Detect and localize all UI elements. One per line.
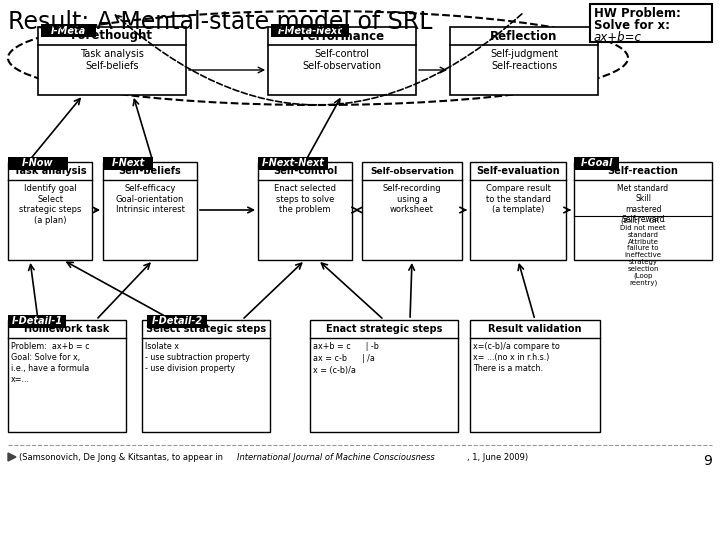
Text: Select strategic steps: Select strategic steps [146, 324, 266, 334]
Text: I-Next-Next: I-Next-Next [261, 159, 325, 168]
FancyBboxPatch shape [258, 157, 328, 170]
Text: Homework task: Homework task [24, 324, 109, 334]
Text: Met standard
Skill
mastered
Self-reward: Met standard Skill mastered Self-reward [618, 184, 669, 224]
Text: Task analysis
Self-beliefs: Task analysis Self-beliefs [80, 49, 144, 71]
Text: I-Detail-2: I-Detail-2 [151, 316, 202, 327]
Text: Result validation: Result validation [488, 324, 582, 334]
FancyBboxPatch shape [574, 162, 712, 260]
Text: Enact selected
steps to solve
the problem: Enact selected steps to solve the proble… [274, 184, 336, 214]
Text: Isolate x
- use subtraction property
- use division property: Isolate x - use subtraction property - u… [145, 342, 250, 373]
Text: Self-evaluation: Self-evaluation [476, 166, 560, 176]
Text: x=(c-b)/a compare to
x= ...(no x in r.h.s.)
There is a match.: x=(c-b)/a compare to x= ...(no x in r.h.… [473, 342, 560, 373]
FancyBboxPatch shape [142, 320, 270, 432]
FancyBboxPatch shape [147, 315, 207, 328]
FancyBboxPatch shape [103, 162, 197, 260]
Text: Problem:  ax+b = c
Goal: Solve for x,
i.e., have a formula
x=...: Problem: ax+b = c Goal: Solve for x, i.e… [11, 342, 89, 384]
FancyBboxPatch shape [103, 157, 153, 170]
FancyBboxPatch shape [574, 157, 619, 170]
FancyBboxPatch shape [310, 320, 458, 432]
Text: Self-reaction: Self-reaction [608, 166, 678, 176]
FancyBboxPatch shape [268, 27, 416, 95]
FancyBboxPatch shape [470, 320, 600, 432]
Text: Identify goal
Select
strategic steps
(a plan): Identify goal Select strategic steps (a … [19, 184, 81, 225]
Text: (Samsonovich, De Jong & Kitsantas, to appear in: (Samsonovich, De Jong & Kitsantas, to ap… [19, 453, 225, 462]
Text: Compare result
to the standard
(a template): Compare result to the standard (a templa… [485, 184, 550, 214]
Text: Self-efficacy
Goal-orientation
Intrinsic interest: Self-efficacy Goal-orientation Intrinsic… [116, 184, 184, 214]
Text: Self-recording
using a
worksheet: Self-recording using a worksheet [383, 184, 441, 214]
Text: Enact strategic steps: Enact strategic steps [326, 324, 442, 334]
FancyBboxPatch shape [271, 24, 349, 37]
FancyBboxPatch shape [362, 162, 462, 260]
Text: I-Detail-1: I-Detail-1 [12, 316, 63, 327]
Text: HW Problem:: HW Problem: [594, 7, 681, 20]
Text: Self-judgment
Self-reactions: Self-judgment Self-reactions [490, 49, 558, 71]
Text: Self-control: Self-control [273, 166, 337, 176]
Text: Task analysis: Task analysis [14, 166, 86, 176]
Text: Self-observation: Self-observation [370, 166, 454, 176]
Text: International Journal of Machine Consciousness: International Journal of Machine Conscio… [237, 453, 435, 462]
FancyBboxPatch shape [41, 24, 96, 37]
Text: Reflection: Reflection [490, 30, 558, 43]
FancyBboxPatch shape [38, 27, 186, 95]
FancyBboxPatch shape [8, 157, 68, 170]
Text: ax+b=c: ax+b=c [594, 31, 642, 44]
FancyBboxPatch shape [450, 27, 598, 95]
Text: I-Meta: I-Meta [51, 25, 86, 36]
Text: Forethought: Forethought [71, 30, 153, 43]
Text: I-Meta-Next: I-Meta-Next [278, 25, 343, 36]
FancyBboxPatch shape [8, 320, 126, 432]
FancyBboxPatch shape [8, 315, 66, 328]
Text: I-Next: I-Next [112, 159, 145, 168]
FancyBboxPatch shape [590, 4, 712, 42]
Text: Result: A Mental-state model of SRL: Result: A Mental-state model of SRL [8, 10, 433, 34]
Text: Self-control
Self-observation: Self-control Self-observation [302, 49, 382, 71]
FancyBboxPatch shape [258, 162, 352, 260]
Text: ax+b = c      | -b
ax = c-b      | /a
x = (c-b)/a: ax+b = c | -b ax = c-b | /a x = (c-b)/a [313, 342, 379, 375]
Text: , 1, June 2009): , 1, June 2009) [467, 453, 528, 462]
Polygon shape [8, 453, 16, 461]
Text: Solve for x:: Solve for x: [594, 19, 670, 32]
Text: 9: 9 [703, 454, 712, 468]
FancyBboxPatch shape [8, 162, 92, 260]
Text: (Exit) -- OR –
Did not meet
standard
Attribute
failure to
ineffective
strategy
s: (Exit) -- OR – Did not meet standard Att… [620, 218, 666, 286]
FancyBboxPatch shape [470, 162, 566, 260]
Text: Performance: Performance [300, 30, 384, 43]
Text: I-Now: I-Now [22, 159, 54, 168]
Text: I-Goal: I-Goal [580, 159, 613, 168]
Text: Self-beliefs: Self-beliefs [119, 166, 181, 176]
